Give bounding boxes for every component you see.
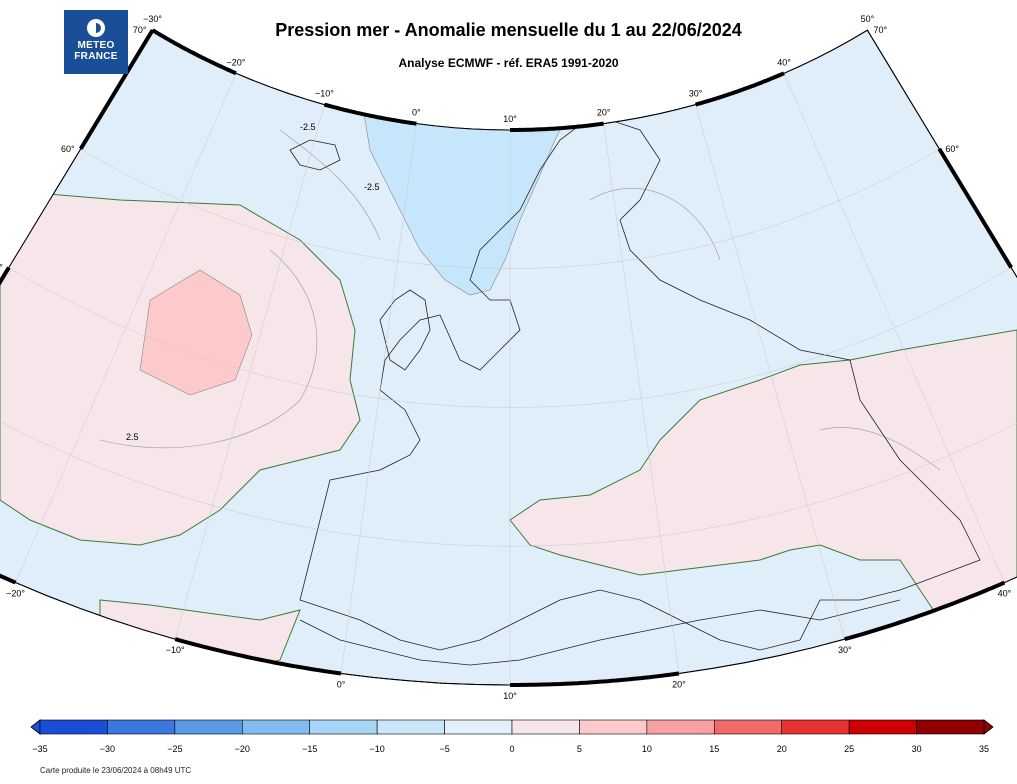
colorbar-tick-label: 25	[844, 744, 854, 754]
colorbar-swatch	[39, 719, 108, 735]
colorbar-swatch	[444, 719, 513, 735]
top-lon-label: −30°	[143, 14, 162, 24]
top-lon-label: −20°	[227, 57, 246, 67]
coastline-north-africa	[299, 599, 901, 666]
frame-segment	[844, 580, 1006, 642]
frame-segment	[510, 121, 604, 132]
left-lat-label: 70°	[133, 25, 147, 35]
graticule-labels: −30°−20°−10°0°10°20°30°40°50°−30°−20°−10…	[0, 14, 1012, 701]
left-lat-label: 50°	[0, 263, 3, 273]
colorbar-swatch	[713, 719, 783, 735]
isobar	[819, 427, 941, 471]
colorbar-tick-label: −35	[32, 744, 47, 754]
colorbar: −35 −30 −25 −20 −15 −10 −5 0 5 10 15 20 25 30 35	[30, 719, 994, 754]
colorbar-tick-label: 35	[979, 744, 989, 754]
map-subtitle: Analyse ECMWF - réf. ERA5 1991-2020	[398, 56, 619, 70]
colorbar-swatch	[241, 719, 311, 735]
colorbar-tick-label: 30	[912, 744, 922, 754]
contour-label: -2.5	[364, 182, 380, 192]
colorbar-tick-label: −10	[370, 744, 385, 754]
colorbar-tick-label: 5	[577, 744, 582, 754]
production-timestamp: Carte produite le 23/06/2024 à 08h49 UTC	[40, 766, 192, 775]
bottom-lon-label: 0°	[337, 679, 346, 689]
colorbar-swatch	[107, 719, 176, 735]
logo-line-1: METEO	[77, 40, 115, 51]
frame-segment	[151, 28, 237, 76]
top-lon-label: 30°	[689, 89, 703, 99]
parallel	[0, 385, 1017, 547]
anomaly-map: −30°−20°−10°0°10°20°30°40°50°−30°−20°−10…	[0, 14, 1017, 701]
top-lon-label: 40°	[777, 57, 791, 67]
frame-segment	[510, 671, 680, 687]
colorbar-swatch	[781, 719, 850, 735]
top-lon-label: 10°	[503, 114, 517, 124]
colorbar-tick-label: 0	[509, 744, 514, 754]
colorbar-tick-label: −15	[302, 744, 317, 754]
colorbar-tick-label: 15	[709, 744, 719, 754]
colorbar-swatch	[646, 719, 715, 735]
contour-label: -2.5	[300, 122, 316, 132]
frame-segment	[323, 102, 417, 126]
colorbar-swatch	[848, 719, 917, 735]
bottom-lon-label: 40°	[998, 589, 1012, 599]
parallel	[8, 267, 1012, 408]
colorbar-tick-label: 10	[642, 744, 652, 754]
colorbar-left-arrow	[30, 719, 41, 735]
meteo-france-logo: METEO FRANCE	[64, 10, 128, 74]
bottom-lon-label: −20°	[6, 589, 25, 599]
colorbar-tick-label: −25	[167, 744, 182, 754]
colorbar-tick-label: 20	[777, 744, 787, 754]
right-lat-label: 70°	[873, 25, 887, 35]
meteo-france-icon	[87, 19, 105, 37]
top-lon-label: 0°	[412, 108, 421, 118]
anomaly-high-core	[139, 269, 253, 396]
bottom-lon-label: 10°	[503, 691, 517, 701]
frame-segment	[937, 147, 1013, 269]
colorbar-tick-label: −5	[439, 744, 449, 754]
colorbar-right-arrow	[983, 719, 994, 735]
contour-label: 2.5	[126, 432, 139, 442]
frame-segment	[174, 637, 342, 676]
top-lon-label: 50°	[861, 14, 875, 24]
isobar	[99, 249, 318, 449]
colorbar-swatch	[511, 719, 580, 735]
colorbar-swatch	[579, 719, 648, 735]
top-lon-label: −10°	[315, 89, 334, 99]
colorbar-swatch	[174, 719, 243, 735]
coastline-british-isles	[379, 289, 431, 371]
frame-ticks	[0, 28, 1013, 687]
left-lat-label: 60°	[61, 144, 75, 154]
bottom-lon-label: −10°	[166, 645, 185, 655]
isobar	[279, 129, 381, 241]
bottom-lon-label: 20°	[672, 679, 686, 689]
isobar	[589, 187, 721, 261]
logo-line-2: FRANCE	[74, 51, 118, 62]
frame-segment	[78, 29, 155, 150]
colorbar-tick-label: −30	[100, 744, 115, 754]
parallel	[80, 148, 940, 270]
colorbar-swatch	[376, 719, 445, 735]
colorbar-swatch	[916, 719, 985, 735]
map-title: Pression mer - Anomalie mensuelle du 1 a…	[275, 20, 742, 40]
coastline-europe	[299, 119, 981, 651]
coastline-iceland	[289, 139, 341, 171]
right-lat-label: 60°	[945, 144, 959, 154]
frame-segment	[694, 71, 785, 107]
bottom-lon-label: 30°	[838, 645, 852, 655]
colorbar-tick-label: −20	[235, 744, 250, 754]
top-lon-label: 20°	[597, 108, 611, 118]
colorbar-swatch	[309, 719, 378, 735]
